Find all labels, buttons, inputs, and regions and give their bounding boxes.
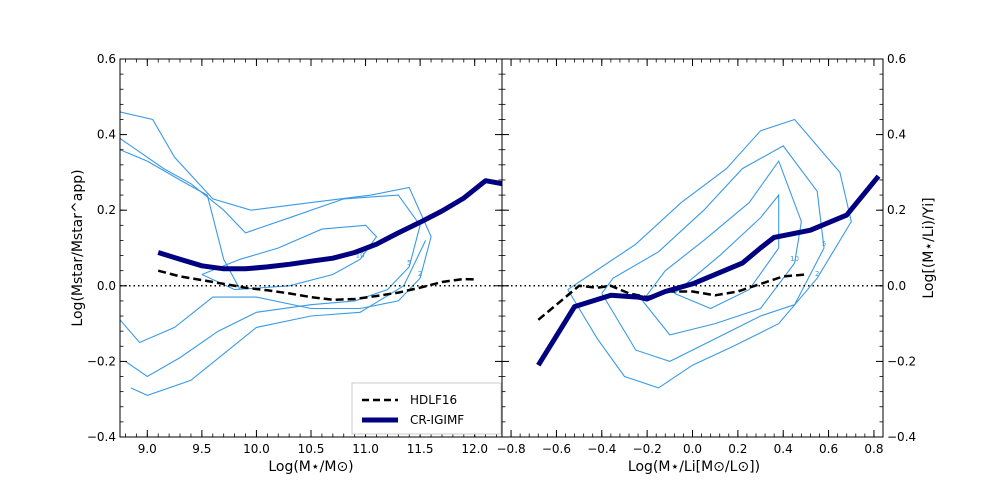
y-tick-label: 0.2 xyxy=(97,203,116,217)
left-y-axis-label: Log(Mstar/Mstar^app) xyxy=(70,169,86,326)
x-tick-label: 11.0 xyxy=(352,442,379,456)
y-tick-label: 0.6 xyxy=(887,52,906,66)
x-tick-label: −0.4 xyxy=(587,442,616,456)
panel-frame xyxy=(501,58,884,438)
cr-igimf-line xyxy=(536,174,881,367)
left-panel: 25 10 9.0 9.5 10.0 10.5 11.0 11.5 12.0 −0.4 −0.2 0.… xyxy=(87,52,503,456)
contour-label: 10 xyxy=(790,255,799,263)
right-y-axis-label: Log[(M⋆/Li)/Υi] xyxy=(921,197,937,298)
contour-line xyxy=(674,193,780,310)
legend: HDLF16 CR-IGIMF xyxy=(351,382,502,435)
contour-label: 10 xyxy=(356,251,365,259)
x-tick-label: 9.5 xyxy=(192,442,211,456)
x-tick-label: −0.2 xyxy=(633,442,662,456)
x-tick-label: 11.5 xyxy=(407,442,434,456)
contour-line xyxy=(642,159,802,336)
x-tick-label: 10.0 xyxy=(243,442,270,456)
hdlf16-line xyxy=(157,269,475,302)
legend-igimf-label: CR-IGIMF xyxy=(410,413,464,427)
right-panel: 2 5 10 −0.8 −0.6 −0.4 −0.2 0.0 0.2 0.4 0.6 0.8 −0.4 −… xyxy=(497,52,917,456)
x-tick-label: 0.6 xyxy=(819,442,838,456)
y-tick-label: −0.4 xyxy=(87,430,116,444)
contour-label: 2 xyxy=(418,270,422,278)
contour-line xyxy=(567,118,852,389)
right-x-axis-label: Log(M⋆/Li[M⊙/L⊙]) xyxy=(628,459,760,475)
contour-label: 2 xyxy=(815,270,819,278)
y-tick-label: 0.4 xyxy=(887,128,906,142)
x-tick-label: −0.8 xyxy=(497,442,526,456)
x-tick-label: 12.0 xyxy=(461,442,488,456)
x-tick-label: 0.0 xyxy=(683,442,702,456)
y-tick-label: −0.2 xyxy=(87,354,116,368)
hdlf16-line xyxy=(537,273,807,321)
x-tick-label: 0.8 xyxy=(864,442,883,456)
legend-hdlf-label: HDLF16 xyxy=(410,393,457,407)
legend-box xyxy=(351,382,502,435)
contour-line xyxy=(201,224,378,291)
contour-line xyxy=(120,137,421,378)
contour-label: 5 xyxy=(822,240,826,248)
panel-frame xyxy=(119,58,503,438)
y-tick-label: 0.0 xyxy=(887,279,906,293)
contour-line xyxy=(120,149,241,290)
contour-label: 5 xyxy=(407,259,411,267)
cr-igimf-line xyxy=(157,178,502,272)
left-x-axis-label: Log(M⋆/M⊙) xyxy=(268,459,353,475)
y-tick-label: 0.2 xyxy=(887,203,906,217)
y-tick-label: 0.0 xyxy=(97,279,116,293)
y-tick-label: −0.2 xyxy=(887,354,916,368)
x-tick-label: 9.0 xyxy=(138,442,157,456)
plot-area: 2 5 10 xyxy=(502,118,883,389)
x-tick-label: 0.4 xyxy=(774,442,793,456)
x-tick-label: 10.5 xyxy=(298,442,325,456)
x-tick-label: 0.2 xyxy=(728,442,747,456)
y-tick-label: 0.6 xyxy=(97,52,116,66)
contour-line xyxy=(601,145,825,362)
y-tick-label: −0.4 xyxy=(887,430,916,444)
y-tick-label: 0.4 xyxy=(97,128,116,142)
plot-area: 25 10 xyxy=(120,111,502,396)
contour-line xyxy=(120,111,432,344)
x-tick-label: −0.6 xyxy=(542,442,571,456)
